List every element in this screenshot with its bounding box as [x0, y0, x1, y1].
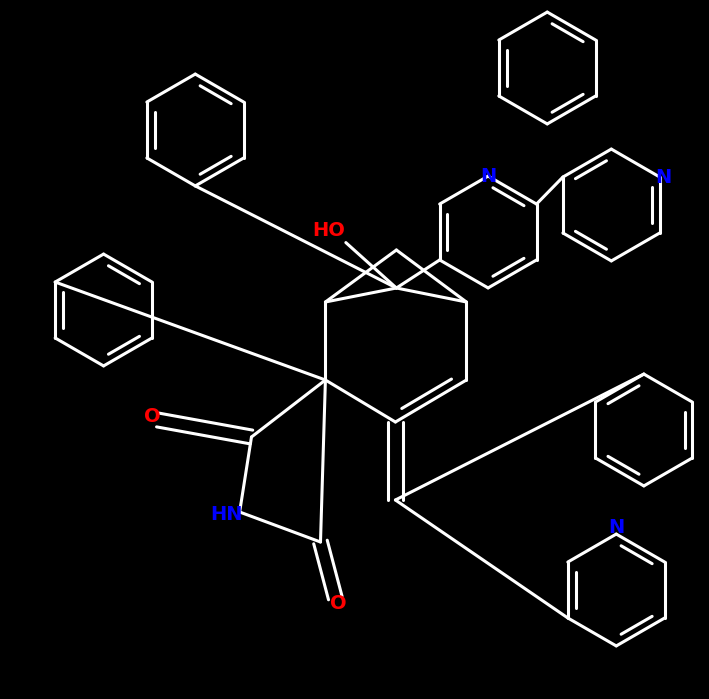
Text: N: N [480, 166, 496, 185]
Text: N: N [655, 168, 671, 187]
Text: N: N [608, 517, 625, 537]
Text: O: O [330, 594, 347, 613]
Text: HN: HN [211, 505, 243, 524]
Text: O: O [144, 407, 160, 426]
Text: HO: HO [312, 220, 345, 240]
